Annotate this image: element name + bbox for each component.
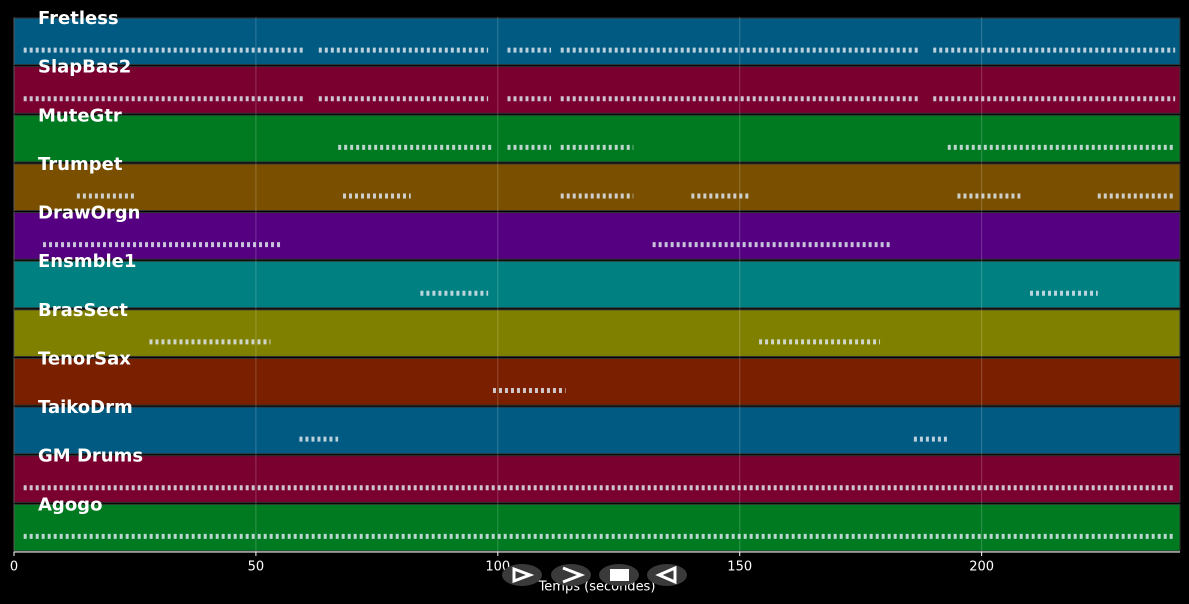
track-row [13,260,1181,309]
track-name: Agogo [38,494,102,515]
x-tick-label: 200 [969,560,994,575]
track-name: Fretless [38,8,119,29]
track-name: TaikoDrm [38,397,133,418]
track-row [13,406,1181,455]
x-tick-label: 150 [727,560,752,575]
x-tick-label: 0 [10,560,18,575]
track-name: GM Drums [38,446,143,467]
track-row [13,163,1181,212]
track-row [13,309,1181,357]
control-button[interactable] [551,564,591,586]
forward-icon [562,566,586,584]
track-row [13,17,1181,66]
x-tick-label: 50 [248,560,265,575]
track-name: Trumpet [38,154,123,175]
track-name: DrawOrgn [38,203,140,224]
track-row [13,66,1181,114]
play-icon [512,566,535,584]
track-name: SlapBas2 [38,57,131,78]
track-row [13,503,1181,552]
track-name: TenorSax [38,348,131,369]
track-row [13,114,1181,163]
control-button[interactable] [502,564,542,586]
stop-icon [610,569,629,581]
track-row [13,357,1181,406]
control-button[interactable] [647,564,687,586]
track-name: Ensmble1 [38,251,136,272]
track-row [13,212,1181,260]
track-name: MuteGtr [38,105,122,126]
back-icon [655,565,677,585]
track-row [13,455,1181,503]
track-name: BrasSect [38,300,128,321]
